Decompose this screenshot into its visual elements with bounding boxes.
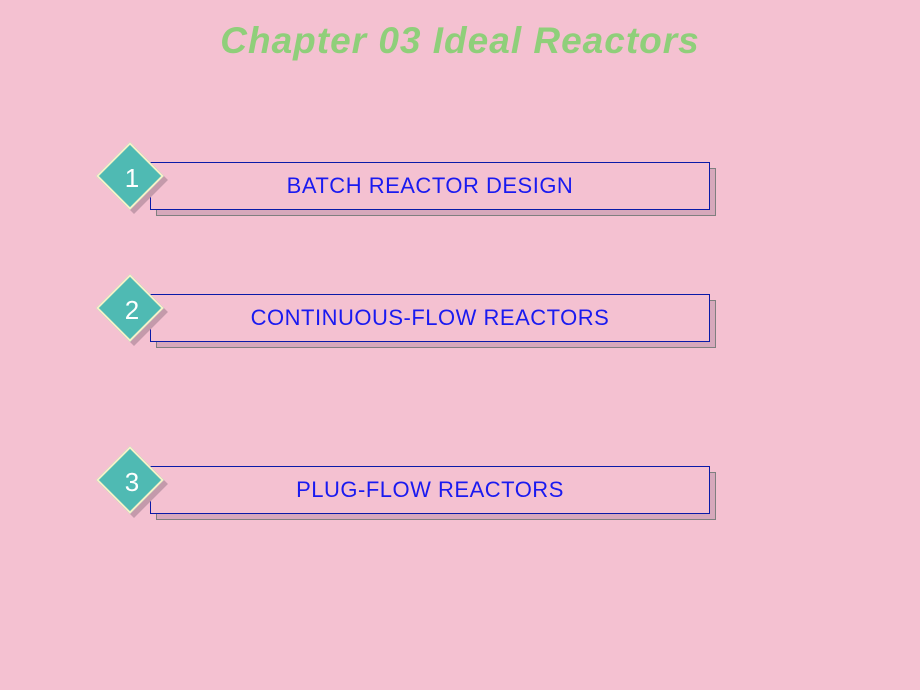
- menu-box: CONTINUOUS-FLOW REACTORS: [150, 294, 710, 342]
- diamond-marker: 2: [106, 284, 176, 354]
- menu-label: PLUG-FLOW REACTORS: [296, 477, 564, 503]
- menu-label: BATCH REACTOR DESIGN: [287, 173, 574, 199]
- chapter-title: Chapter 03 Ideal Reactors: [0, 20, 920, 62]
- menu-item-3[interactable]: PLUG-FLOW REACTORS3: [150, 466, 740, 518]
- diamond-number: 3: [106, 456, 158, 508]
- menu-item-2[interactable]: CONTINUOUS-FLOW REACTORS2: [150, 294, 740, 346]
- menu-label: CONTINUOUS-FLOW REACTORS: [251, 305, 610, 331]
- diamond-number: 1: [106, 152, 158, 204]
- diamond-number: 2: [106, 284, 158, 336]
- menu-item-1[interactable]: BATCH REACTOR DESIGN1: [150, 162, 740, 214]
- menu-box: PLUG-FLOW REACTORS: [150, 466, 710, 514]
- menu-box: BATCH REACTOR DESIGN: [150, 162, 710, 210]
- diamond-marker: 1: [106, 152, 176, 222]
- diamond-marker: 3: [106, 456, 176, 526]
